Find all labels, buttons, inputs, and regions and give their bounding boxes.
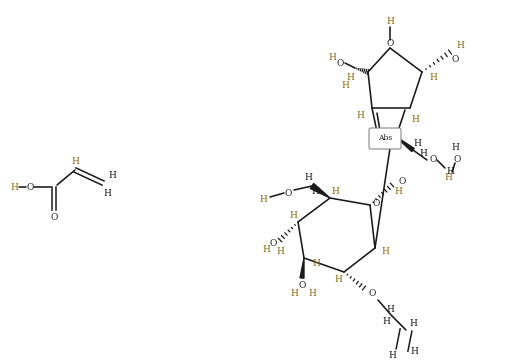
Text: H: H: [385, 17, 393, 26]
Text: H: H: [276, 248, 283, 257]
Polygon shape: [310, 184, 329, 198]
Text: O: O: [450, 55, 458, 64]
Text: H: H: [443, 173, 451, 181]
Text: H: H: [428, 73, 436, 83]
Text: H: H: [71, 157, 79, 167]
Text: H: H: [418, 148, 426, 157]
Text: O: O: [385, 39, 393, 49]
Text: H: H: [445, 167, 453, 176]
Polygon shape: [394, 136, 414, 152]
Text: H: H: [312, 258, 319, 268]
Text: O: O: [26, 182, 34, 191]
Text: H: H: [103, 189, 111, 198]
Text: H: H: [412, 139, 420, 147]
Text: H: H: [308, 289, 315, 298]
Text: H: H: [10, 182, 18, 191]
Text: H: H: [450, 143, 458, 152]
Text: H: H: [262, 245, 269, 254]
Text: H: H: [311, 188, 318, 197]
Text: H: H: [455, 42, 463, 51]
Text: O: O: [397, 177, 405, 185]
Text: H: H: [289, 289, 297, 298]
Text: H: H: [304, 173, 311, 182]
Text: H: H: [288, 210, 296, 219]
Text: H: H: [108, 171, 116, 180]
Text: H: H: [387, 352, 395, 361]
Text: H: H: [259, 194, 267, 203]
Text: H: H: [410, 115, 418, 125]
Text: H: H: [409, 348, 417, 357]
Text: O: O: [452, 156, 460, 164]
Text: H: H: [356, 110, 363, 119]
FancyBboxPatch shape: [368, 128, 400, 149]
Text: H: H: [345, 73, 353, 83]
Text: O: O: [368, 290, 375, 299]
Text: O: O: [372, 198, 379, 207]
Text: O: O: [284, 189, 291, 198]
Text: H: H: [330, 186, 338, 195]
Text: H: H: [333, 275, 341, 285]
Text: H: H: [380, 248, 388, 257]
Text: H: H: [381, 317, 389, 327]
Text: H: H: [340, 80, 348, 89]
Text: O: O: [269, 240, 276, 248]
Text: H: H: [408, 320, 416, 328]
Text: O: O: [336, 59, 343, 67]
Text: H: H: [385, 306, 393, 315]
Text: Abs: Abs: [377, 134, 391, 142]
Text: O: O: [298, 282, 305, 290]
Text: H: H: [327, 52, 335, 62]
Polygon shape: [299, 258, 304, 278]
Text: O: O: [50, 212, 58, 222]
Text: O: O: [428, 156, 436, 164]
Text: H: H: [393, 186, 401, 195]
